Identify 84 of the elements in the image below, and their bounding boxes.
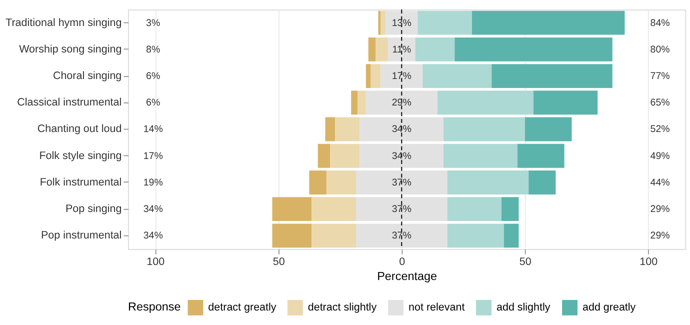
y-tick-label: Folk instrumental xyxy=(40,176,122,188)
bar xyxy=(504,224,519,248)
annotation: 14% xyxy=(143,124,164,136)
bar xyxy=(272,224,312,248)
bar xyxy=(454,37,612,62)
bar xyxy=(309,170,326,194)
bar xyxy=(368,37,376,62)
bar xyxy=(380,10,386,35)
annotation: 44% xyxy=(650,177,670,188)
annotation: 84% xyxy=(650,18,670,29)
y-tick-label: Worship song singing xyxy=(19,43,122,56)
bar xyxy=(418,10,472,35)
bar xyxy=(422,64,492,88)
bar xyxy=(272,197,312,222)
data-label: 17% xyxy=(392,70,412,82)
x-tick-label: 0 xyxy=(399,256,406,268)
bar xyxy=(378,10,381,35)
annotation: 6% xyxy=(146,98,160,109)
bar xyxy=(312,224,356,248)
bar xyxy=(534,90,598,115)
annotation: 29% xyxy=(650,230,670,242)
x-tick-label: 50 xyxy=(272,256,285,268)
bar xyxy=(312,197,356,222)
y-tick-label: Traditional hymn singing xyxy=(6,16,122,29)
bar xyxy=(447,224,504,248)
bar xyxy=(517,144,564,168)
bar xyxy=(472,10,625,35)
bar xyxy=(447,170,529,194)
data-label: 11% xyxy=(392,44,412,56)
legend-label: not relevant xyxy=(408,302,465,314)
y-tick-label: Chanting out loud xyxy=(37,123,122,136)
y-tick-label: Pop instrumental xyxy=(41,230,122,242)
bar xyxy=(326,170,356,194)
bar xyxy=(325,117,336,142)
annotation: 8% xyxy=(146,44,160,56)
x-tick-label: 50 xyxy=(519,256,532,268)
bar xyxy=(358,90,366,115)
data-label: 37% xyxy=(392,177,412,188)
annotation: 49% xyxy=(650,150,670,162)
data-label: 29% xyxy=(392,98,412,109)
annotation: 17% xyxy=(143,150,164,162)
x-axis-title: Percentage xyxy=(377,270,438,283)
bar xyxy=(376,37,388,62)
bar xyxy=(524,117,572,142)
data-label: 13% xyxy=(392,18,412,29)
x-tick-label: 100 xyxy=(146,256,165,268)
annotation: 34% xyxy=(143,230,164,242)
annotation: 65% xyxy=(650,98,670,109)
legend-label: add slightly xyxy=(496,302,551,314)
data-label: 37% xyxy=(392,204,412,216)
bar xyxy=(444,144,518,168)
annotation: 29% xyxy=(650,204,670,216)
data-label: 37% xyxy=(392,230,412,242)
bar xyxy=(370,64,381,88)
bar xyxy=(330,144,360,168)
bar xyxy=(492,64,612,88)
legend-label: add greatly xyxy=(582,302,636,314)
data-label: 34% xyxy=(392,150,412,162)
bar xyxy=(318,144,330,168)
annotation: 3% xyxy=(146,18,160,29)
annotation: 52% xyxy=(650,124,670,136)
legend-title: Response xyxy=(128,300,181,314)
bar xyxy=(415,37,455,62)
bar xyxy=(437,90,534,115)
y-tick-label: Choral singing xyxy=(52,70,122,82)
y-tick-label: Pop singing xyxy=(65,203,122,216)
bar xyxy=(366,64,371,88)
bar xyxy=(351,90,358,115)
annotation: 6% xyxy=(146,70,160,82)
annotation: 80% xyxy=(650,44,670,56)
annotation: 19% xyxy=(143,177,164,188)
bar xyxy=(501,197,519,222)
y-tick-label: Classical instrumental xyxy=(17,96,122,109)
x-tick-label: 100 xyxy=(640,256,658,268)
bar xyxy=(335,117,360,142)
legend-label: detract greatly xyxy=(208,302,277,314)
y-tick-label: Folk style singing xyxy=(39,150,122,162)
legend-label: detract slightly xyxy=(308,302,378,314)
data-label: 34% xyxy=(392,124,412,136)
bar xyxy=(528,170,556,194)
annotation: 77% xyxy=(650,70,670,82)
bar xyxy=(447,197,502,222)
annotation: 34% xyxy=(143,204,164,216)
bar xyxy=(444,117,525,142)
